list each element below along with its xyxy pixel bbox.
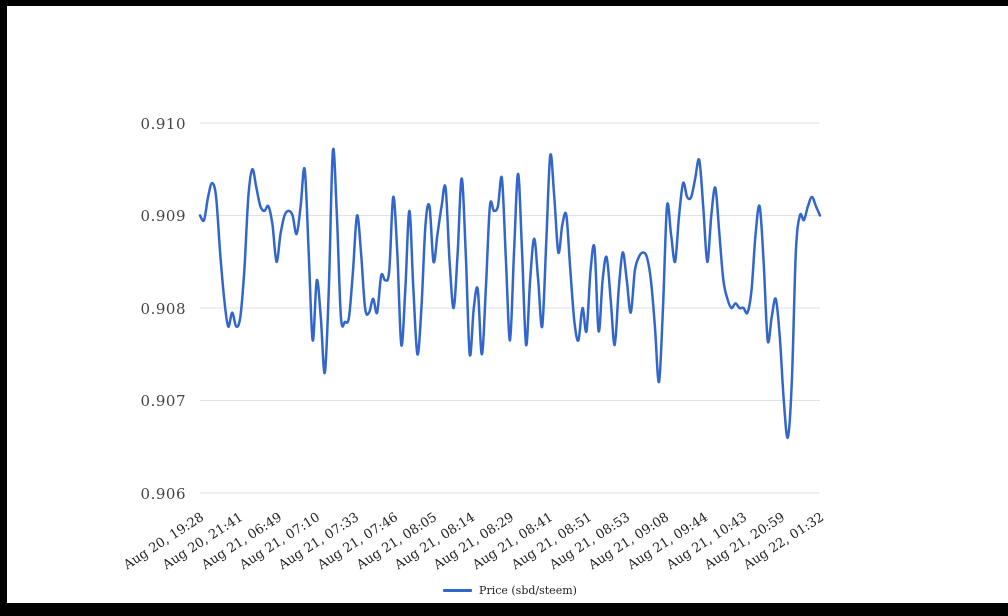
legend-line-swatch (443, 588, 473, 592)
window-frame-bottom (0, 603, 1008, 616)
y-tick-label: 0.907 (140, 392, 186, 410)
y-tick-label: 0.908 (140, 299, 186, 318)
legend-label: Price (sbd/steem) (479, 583, 577, 597)
price-line-chart: 0.910 0.909 0.908 0.907 0.906 Aug 20, 19:28 A… (7, 6, 1008, 603)
y-tick-label: 0.910 (140, 114, 186, 133)
y-tick-label: 0.909 (140, 207, 186, 225)
y-tick-label: 0.906 (140, 484, 186, 503)
price-series-line[interactable] (198, 147, 822, 439)
gridlines (200, 122, 820, 494)
window-frame-top (0, 0, 1008, 6)
chart-legend: Price (sbd/steem) (200, 582, 820, 598)
window-frame-left (0, 0, 7, 616)
